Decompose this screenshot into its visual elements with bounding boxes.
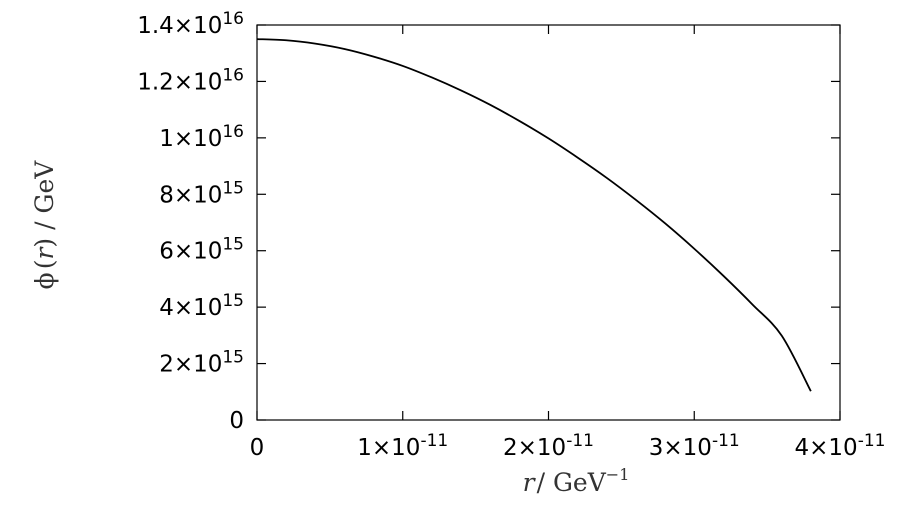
y-tick-label: 1.4×1016 [137, 9, 244, 39]
x-tick-label: 4×10-11 [795, 431, 886, 461]
y-tick-label: 0 [229, 408, 244, 434]
x-tick-label: 2×10-11 [503, 431, 594, 461]
x-tick-labels: 0 1×10-11 2×10-11 3×10-11 4×10-11 [250, 431, 886, 461]
y-tick-label: 8×1015 [159, 178, 244, 208]
plot-frame [256, 24, 841, 421]
series-layer [256, 38, 812, 392]
y-tick-label: 1×1016 [159, 122, 244, 152]
x-axis-title: r/ GeV−1 [523, 465, 630, 497]
y-tick-label: 1.2×1016 [137, 65, 244, 95]
axis-ticks [256, 24, 841, 421]
x-tick-label: 3×10-11 [649, 431, 740, 461]
y-tick-labels: 0 2×1015 4×1015 6×1015 8×1015 1×1016 1.2×1016 1… [137, 9, 244, 434]
y-axis-title: ϕ(r) / GeV [30, 160, 59, 290]
y-tick-label: 6×1015 [159, 235, 244, 265]
x-tick-label: 0 [250, 435, 265, 461]
y-tick-label: 2×1015 [159, 348, 244, 378]
y-tick-label: 4×1015 [159, 291, 244, 321]
x-tick-label: 1×10-11 [357, 431, 448, 461]
series-line [256, 38, 812, 392]
